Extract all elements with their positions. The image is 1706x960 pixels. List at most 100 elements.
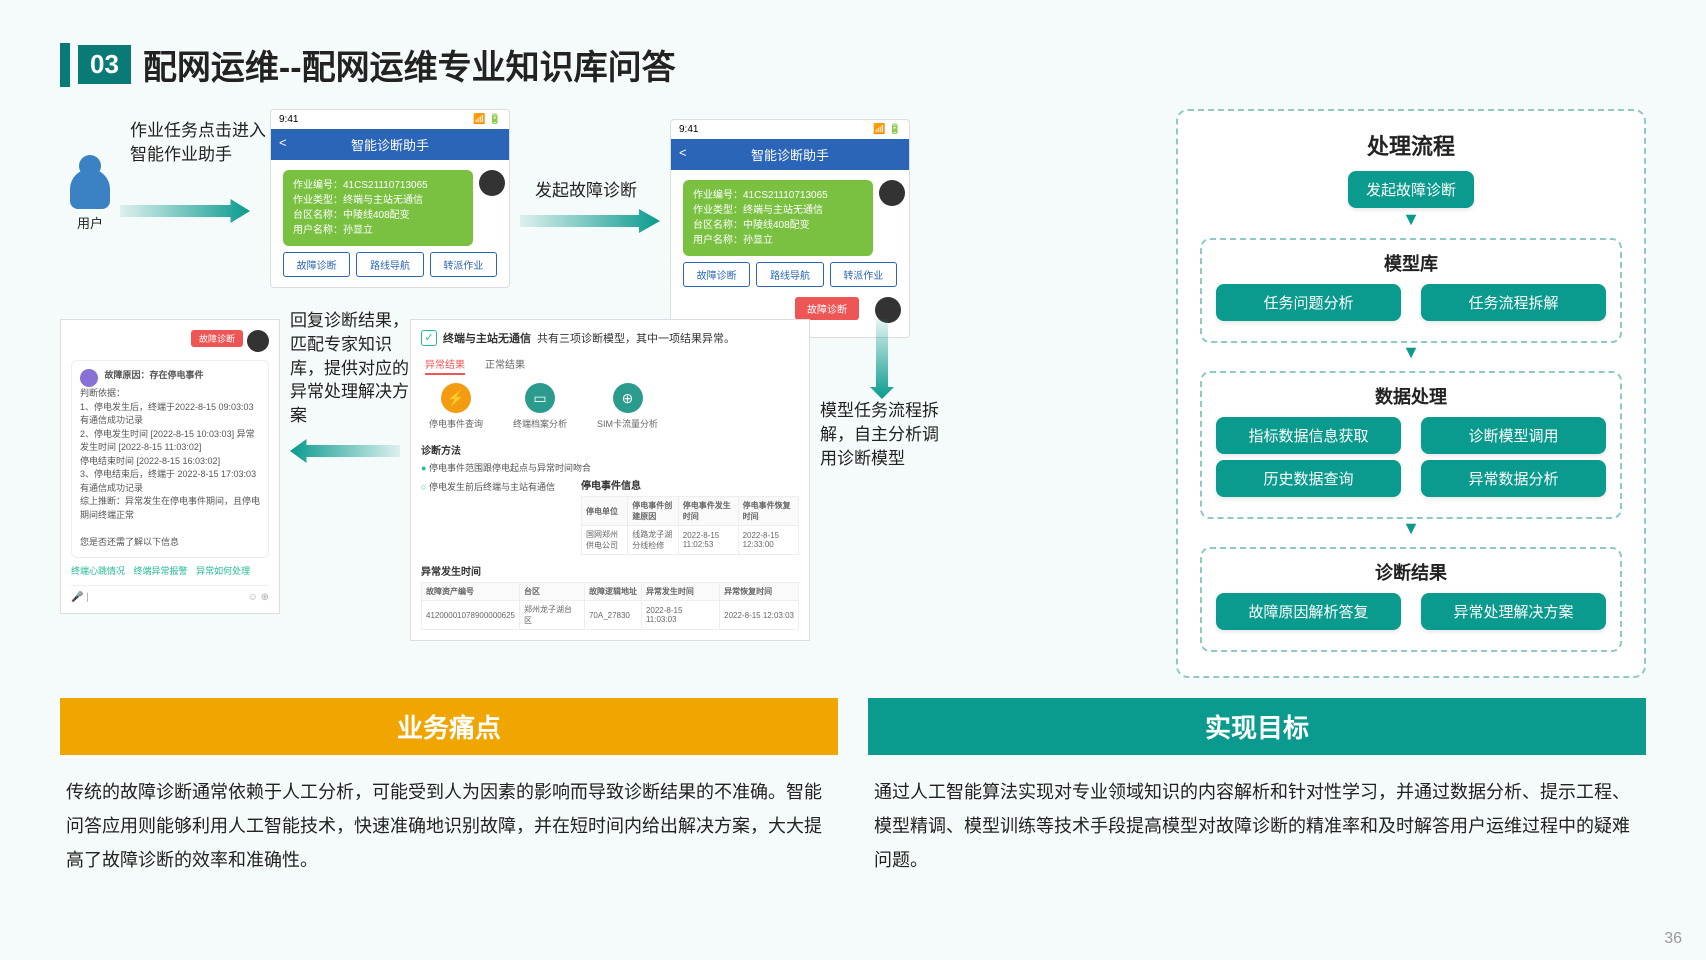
phone-button: 路线导航	[756, 262, 823, 287]
phone-title: <智能诊断助手	[671, 139, 909, 170]
bubble-line: 台区名称：中陵线408配变	[693, 218, 863, 233]
diag-tab: 异常结果	[425, 356, 465, 375]
td: 70A_27830	[584, 601, 641, 630]
caption-1: 作业任务点击进入智能作业助手	[130, 119, 270, 167]
diag-model-icon: ⊕SIM卡流量分析	[597, 383, 658, 430]
chat-bubble: 作业编号：41CS21110713065 作业类型：终端与主站无通信 台区名称：…	[683, 180, 873, 256]
arrow-down-icon: ▼	[1200, 214, 1622, 224]
phone-buttons: 故障诊断 路线导航 转派作业	[683, 262, 897, 287]
phone-time: 9:41	[279, 114, 298, 125]
bubble-line: 台区名称：中陵线408配变	[293, 208, 463, 223]
arrow-icon	[520, 209, 660, 233]
bubble-line: 用户名称：孙显立	[293, 223, 463, 238]
phone-button: 故障诊断	[683, 262, 750, 287]
arrow-down-icon: ▼	[1200, 347, 1622, 357]
back-icon: <	[279, 135, 287, 150]
th: 故障资产编号	[422, 583, 520, 601]
td: 2022-8-15 12:33:00	[738, 526, 798, 555]
th: 台区	[519, 583, 584, 601]
phone-button: 路线导航	[356, 252, 423, 277]
phone-button: 故障诊断	[283, 252, 350, 277]
fc-node: 故障原因解析答复	[1216, 593, 1401, 630]
td: 41200001078900000625	[422, 601, 520, 630]
phone-buttons: 故障诊断 路线导航 转派作业	[283, 252, 497, 277]
diag-radio: 停电发生前后终端与主站有通信	[421, 480, 571, 493]
phone-title: < 智能诊断助手	[271, 129, 509, 160]
result-links: 终端心跳情况 终端异常报警 异常如何处理	[71, 564, 269, 577]
goals-column: 实现目标 通过人工智能算法实现对专业领域知识的内容解析和针对性学习，并通过数据分…	[868, 698, 1646, 878]
arrow-icon	[120, 199, 250, 223]
fc-row: 指标数据信息获取诊断模型调用	[1216, 417, 1606, 454]
diag-button: 故障诊断	[795, 297, 859, 320]
arrow-left-icon	[290, 439, 400, 463]
result-body: 故障原因：存在停电事件 判断依据： 1、停电发生后，终端于2022-8-15 0…	[71, 360, 269, 558]
result-link: 终端心跳情况	[71, 566, 125, 576]
diag-radio: 停电事件范围跟停电起点与异常时间吻合	[421, 461, 799, 474]
td: 郑州龙子湖台区	[519, 601, 584, 630]
diag-table-1: 停电单位停电事件创建原因停电事件发生时间停电事件恢复时间 国网郑州供电公司线路龙…	[581, 496, 799, 555]
fc-row: 任务问题分析任务流程拆解	[1216, 284, 1606, 321]
th: 停电事件创建原因	[628, 497, 678, 526]
result-followup: 您是否还需了解以下信息	[80, 537, 179, 547]
phone-time: 9:41	[679, 124, 698, 135]
th: 停电事件发生时间	[678, 497, 738, 526]
pain-points-body: 传统的故障诊断通常依赖于人工分析，可能受到人为因素的影响而导致诊断结果的不准确。…	[60, 755, 838, 878]
result-tag: 故障诊断	[191, 330, 243, 347]
result-input-bar: 🎤 | ☺ ⊕	[71, 585, 269, 603]
user-icon-block: 用户	[60, 169, 120, 232]
result-line: 判断依据：	[80, 388, 125, 398]
goals-title: 实现目标	[868, 698, 1646, 755]
emoji-plus-icon: ☺ ⊕	[248, 592, 269, 603]
result-line: 综上推断：异常发生在停电事件期间，且停电期间终端正常	[80, 496, 260, 520]
pain-points-title: 业务痛点	[60, 698, 838, 755]
check-icon: ✓	[421, 330, 437, 346]
phone-mock-2: 9:41 📶 🔋 <智能诊断助手 作业编号：41CS21110713065 作业类…	[670, 119, 910, 338]
th: 异常恢复时间	[720, 583, 799, 601]
fc-row: 故障原因解析答复异常处理解决方案	[1216, 593, 1606, 630]
bot-icon	[80, 369, 98, 387]
fc-section: 数据处理指标数据信息获取诊断模型调用历史数据查询异常数据分析	[1200, 371, 1622, 519]
diag-tabs: 异常结果 正常结果	[425, 356, 799, 375]
diag-table-2: 故障资产编号台区故障逻辑地址异常发生时间异常恢复时间 4120000107890…	[421, 582, 799, 630]
diag-model-icon: ⚡停电事件查询	[429, 383, 483, 430]
bubble-line: 作业类型：终端与主站无通信	[293, 193, 463, 208]
diag-section-title: 诊断方法	[421, 442, 799, 457]
td: 线路龙子湖分线检修	[628, 526, 678, 555]
fc-node: 异常数据分析	[1421, 460, 1606, 497]
diag-icon-label: 终端档案分析	[513, 417, 567, 430]
th: 异常发生时间	[641, 583, 719, 601]
diag-icon-label: SIM卡流量分析	[597, 417, 658, 430]
caption-3: 回复诊断结果，匹配专家知识库，提供对应的异常处理解决方案	[290, 309, 410, 428]
phone-title-text: 智能诊断助手	[351, 138, 429, 153]
fc-node: 任务问题分析	[1216, 284, 1401, 321]
process-flowchart: 处理流程 发起故障诊断 ▼ 模型库任务问题分析任务流程拆解▼数据处理指标数据信息…	[1176, 109, 1646, 678]
result-link: 异常如何处理	[196, 566, 250, 576]
result-line: 3、停电结束后，终端于 2022-8-15 17:03:03 有通信成功记录	[80, 469, 256, 493]
fc-section: 诊断结果故障原因解析答复异常处理解决方案	[1200, 547, 1622, 652]
fc-node: 异常处理解决方案	[1421, 593, 1606, 630]
circle-icon: ▭	[525, 383, 555, 413]
fc-section: 模型库任务问题分析任务流程拆解	[1200, 238, 1622, 343]
slide-title: 配网运维--配网运维专业知识库问答	[143, 40, 676, 89]
user-label: 用户	[60, 213, 120, 232]
fc-node: 历史数据查询	[1216, 460, 1401, 497]
fc-node: 任务流程拆解	[1421, 284, 1606, 321]
fc-node: 诊断模型调用	[1421, 417, 1606, 454]
diag-section-title: 异常发生时间	[421, 563, 799, 578]
diagnosis-panel: ✓ 终端与主站无通信 共有三项诊断模型，其中一项结果异常。 异常结果 正常结果 …	[410, 319, 810, 641]
user-icon	[70, 169, 110, 209]
arrow-down-icon: ▼	[1200, 523, 1622, 533]
workflow-illustration: 用户 作业任务点击进入智能作业助手 9:41📶 🔋 <智能诊断助手 作业编号：4…	[60, 109, 1156, 589]
phone-title-text: 智能诊断助手	[751, 148, 829, 163]
avatar	[479, 170, 505, 196]
result-line: 停电结束时间 [2022-8-15 16:03:02]	[80, 456, 220, 466]
th: 故障逻辑地址	[584, 583, 641, 601]
diag-header: ✓ 终端与主站无通信 共有三项诊断模型，其中一项结果异常。	[421, 330, 799, 346]
bubble-line: 作业类型：终端与主站无通信	[693, 203, 863, 218]
phone-statusbar: 9:41📶 🔋	[271, 110, 509, 129]
signal-icon: 📶 🔋	[873, 124, 901, 135]
accent-bar	[60, 43, 70, 87]
chat-bubble: 作业编号：41CS21110713065 作业类型：终端与主站无通信 台区名称：…	[283, 170, 473, 246]
fc-row: 历史数据查询异常数据分析	[1216, 460, 1606, 497]
goals-body: 通过人工智能算法实现对专业领域知识的内容解析和针对性学习，并通过数据分析、提示工…	[868, 755, 1646, 878]
